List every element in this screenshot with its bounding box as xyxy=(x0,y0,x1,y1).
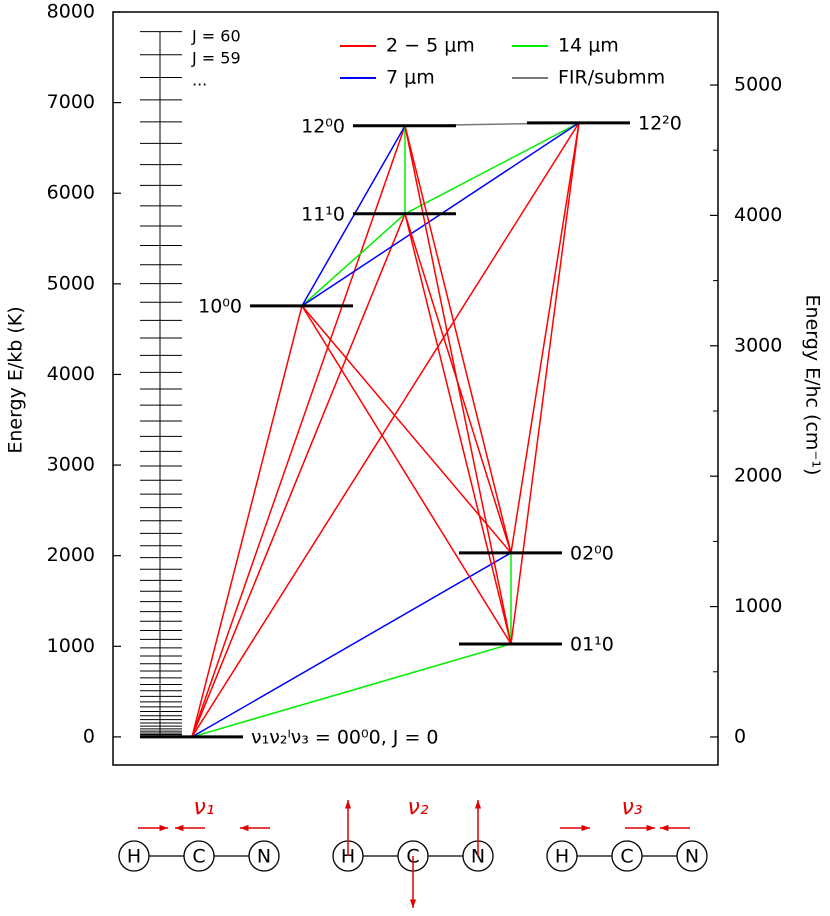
level-label: 02⁰0 xyxy=(570,542,614,564)
transition xyxy=(191,552,512,738)
arrow-head xyxy=(474,800,482,809)
level-label: 11¹0 xyxy=(301,203,345,225)
level-label: 12²0 xyxy=(638,112,682,134)
y-tick-label: 2000 xyxy=(47,544,95,566)
transition xyxy=(191,305,303,738)
atom-label: N xyxy=(471,846,485,868)
transition xyxy=(301,305,512,554)
transition xyxy=(404,125,512,554)
y-tick-label: 0 xyxy=(83,725,95,747)
legend-label: 14 μm xyxy=(558,35,619,57)
y-tick-label: 3000 xyxy=(47,454,95,476)
rotational-label: J = 59 xyxy=(191,49,241,68)
atom-label: C xyxy=(192,846,205,868)
y2-tick-label: 1000 xyxy=(734,595,782,617)
y2-tick-label: 3000 xyxy=(734,334,782,356)
atom-label: N xyxy=(685,846,699,868)
y-tick-label: 1000 xyxy=(47,635,95,657)
arrow-head xyxy=(409,899,417,908)
atom xyxy=(183,840,215,872)
transition xyxy=(301,305,512,645)
y2-axis-label: Energy E/hc (cm⁻¹) xyxy=(802,295,824,476)
atom xyxy=(611,840,643,872)
transition xyxy=(191,213,406,738)
level-label: 10⁰0 xyxy=(198,295,242,317)
arrow-head xyxy=(159,824,168,832)
y2-tick-label: 4000 xyxy=(734,204,782,226)
arrow-head xyxy=(646,824,655,832)
atom xyxy=(248,840,280,872)
legend-label: 7 μm xyxy=(386,67,435,89)
legend-label: 2 − 5 μm xyxy=(386,35,475,57)
transition xyxy=(191,643,512,738)
atom xyxy=(546,840,578,872)
atom-label: H xyxy=(555,846,569,868)
transition xyxy=(510,122,580,553)
transition xyxy=(404,213,512,645)
arrow-head xyxy=(240,824,249,832)
mode-label: ν₁ xyxy=(193,795,214,820)
atom-label: H xyxy=(127,846,141,868)
y2-tick-label: 5000 xyxy=(734,74,782,96)
atom xyxy=(676,840,708,872)
y-tick-label: 5000 xyxy=(47,272,95,294)
y-axis-label: Energy E/kb (K) xyxy=(5,306,27,453)
y-tick-label: 4000 xyxy=(47,363,95,385)
transition xyxy=(191,125,406,738)
y-tick-label: 8000 xyxy=(47,1,95,23)
level-label: 12⁰0 xyxy=(301,115,345,137)
transition xyxy=(510,122,580,645)
transition xyxy=(404,122,580,215)
arrow-head xyxy=(581,824,590,832)
rotational-label: J = 60 xyxy=(191,27,241,46)
mode-label: ν₂ xyxy=(407,795,428,820)
y-tick-label: 7000 xyxy=(47,91,95,113)
transition xyxy=(301,213,406,307)
rotational-label: ... xyxy=(192,71,207,90)
atom-label: N xyxy=(257,846,271,868)
plot-frame xyxy=(112,11,719,766)
transition xyxy=(301,125,406,307)
transition xyxy=(404,213,512,554)
atom xyxy=(118,840,150,872)
legend-label: FIR/submm xyxy=(558,67,665,89)
y2-tick-label: 0 xyxy=(734,725,746,747)
atom-label: H xyxy=(341,846,355,868)
transition xyxy=(191,122,580,738)
level-label: ν₁ν₂ˡν₃ = 00⁰0, J = 0 xyxy=(251,726,439,748)
y2-tick-label: 2000 xyxy=(734,465,782,487)
atom-label: C xyxy=(620,846,633,868)
arrow-head xyxy=(175,824,184,832)
mode-label: ν₃ xyxy=(621,795,642,820)
arrow-head xyxy=(344,800,352,809)
arrow-head xyxy=(660,824,669,832)
level-label: 01¹0 xyxy=(570,633,614,655)
y-tick-label: 6000 xyxy=(47,182,95,204)
